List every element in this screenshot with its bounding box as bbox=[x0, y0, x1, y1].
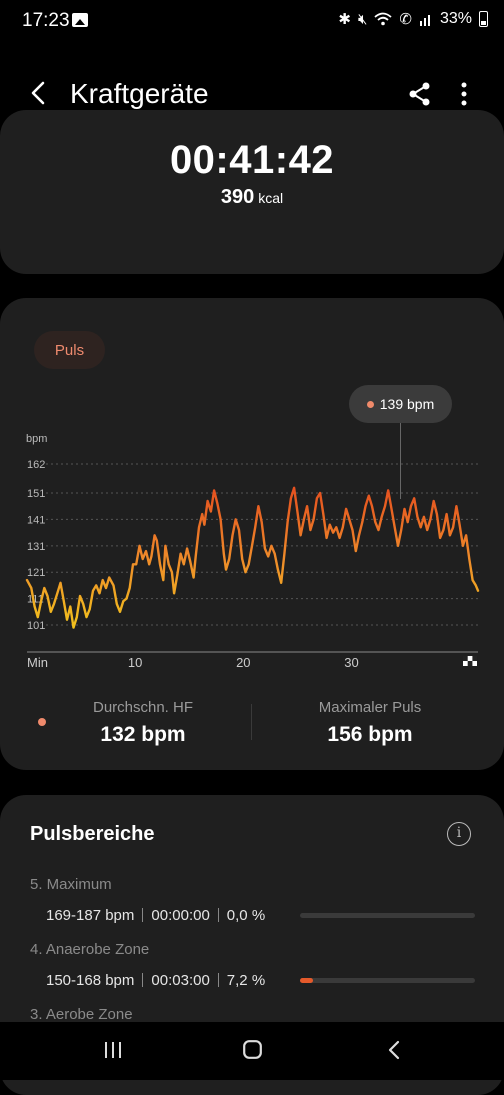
signal-icon bbox=[419, 15, 430, 26]
zone-bar-fill bbox=[300, 978, 313, 983]
y-tick-label: 101 bbox=[27, 620, 45, 632]
navigation-bar bbox=[0, 1022, 504, 1080]
zone-percent: 0,0 % bbox=[226, 906, 266, 924]
zone-row: 169-187 bpm 00:00:00 0,0 % bbox=[46, 905, 265, 925]
x-tick-label: 30 bbox=[344, 655, 358, 670]
zone-bar bbox=[300, 978, 475, 983]
battery-icon bbox=[479, 11, 488, 27]
max-hr-label: Maximaler Puls bbox=[318, 699, 422, 716]
tooltip-line bbox=[400, 423, 401, 499]
back-arrow-icon[interactable] bbox=[24, 78, 54, 108]
zones-title: Pulsbereiche bbox=[30, 823, 155, 845]
zone-range: 169-187 bpm bbox=[46, 906, 135, 924]
image-icon bbox=[72, 13, 88, 27]
calories: 390 kcal bbox=[0, 186, 504, 209]
x-tick-label: 20 bbox=[236, 655, 250, 670]
recents-icon[interactable] bbox=[104, 1041, 122, 1059]
status-bar: 17:23 ✱ 🔇︎ ✆ 33% bbox=[0, 0, 504, 44]
zone-separator bbox=[142, 908, 144, 922]
zone-range: 150-168 bpm bbox=[46, 971, 135, 989]
chart-y-unit: bpm bbox=[26, 433, 48, 445]
y-tick-label: 141 bbox=[27, 514, 45, 526]
info-icon[interactable]: i bbox=[447, 822, 471, 846]
home-icon[interactable] bbox=[243, 1040, 262, 1059]
bluetooth-icon: ✱ bbox=[338, 11, 351, 28]
x-tick-label: Min bbox=[27, 655, 48, 670]
back-icon[interactable] bbox=[386, 1040, 402, 1060]
zone-separator bbox=[217, 973, 219, 987]
heart-rate-line bbox=[25, 486, 480, 629]
more-vert-icon[interactable] bbox=[452, 80, 476, 108]
zone-separator bbox=[142, 973, 144, 987]
calories-value: 390 bbox=[220, 186, 255, 208]
zone-row: 150-168 bpm 00:03:00 7,2 % bbox=[46, 970, 265, 990]
chart-tooltip: 139 bpm bbox=[349, 385, 452, 423]
avg-hr-value: 132 bpm bbox=[100, 723, 186, 746]
y-tick-label: 121 bbox=[27, 567, 45, 579]
zone-name: 4. Anaerobe Zone bbox=[30, 941, 150, 958]
avg-hr-label: Durchschn. HF bbox=[92, 699, 194, 716]
avg-hr-dot bbox=[38, 718, 46, 726]
zone-separator bbox=[217, 908, 219, 922]
heart-rate-card bbox=[0, 298, 504, 770]
flag-check bbox=[463, 656, 468, 661]
tooltip-dot bbox=[366, 400, 374, 408]
flag-check bbox=[472, 656, 478, 661]
zone-name: 3. Aerobe Zone bbox=[30, 1006, 133, 1023]
wifi-icon bbox=[374, 12, 392, 26]
status-time: 17:23 bbox=[22, 10, 70, 31]
share-icon[interactable] bbox=[406, 80, 434, 108]
zone-name: 5. Maximum bbox=[30, 876, 112, 893]
zone-percent: 7,2 % bbox=[226, 971, 266, 989]
heart-rate-chart[interactable]: 162 151 141 131 121 111 101 Min 10 20 30 bbox=[0, 420, 504, 680]
stat-divider bbox=[251, 704, 252, 740]
y-tick-label: 111 bbox=[27, 594, 44, 606]
flag-check bbox=[467, 661, 473, 666]
y-tick-label: 131 bbox=[27, 541, 45, 553]
x-tick-label: 10 bbox=[128, 655, 142, 670]
puls-chip[interactable]: Puls bbox=[34, 331, 105, 369]
calories-unit: kcal bbox=[258, 190, 284, 206]
status-icons: ✱ 🔇︎ ✆ 33% bbox=[338, 10, 488, 28]
tooltip-value: 139 bpm bbox=[379, 396, 435, 412]
y-tick-label: 162 bbox=[27, 459, 45, 471]
zone-duration: 00:03:00 bbox=[151, 971, 210, 989]
workout-duration: 00:41:42 bbox=[169, 138, 335, 182]
summary-card bbox=[0, 110, 504, 274]
zone-bar bbox=[300, 913, 475, 918]
wifi-calling-icon: ✆ bbox=[399, 11, 412, 28]
zone-duration: 00:00:00 bbox=[151, 906, 210, 924]
mute-icon: 🔇︎ bbox=[357, 10, 368, 28]
battery-text: 33% bbox=[439, 10, 472, 27]
max-hr-value: 156 bpm bbox=[327, 723, 413, 746]
app-bar: Kraftgeräte bbox=[0, 60, 504, 130]
page-title: Kraftgeräte bbox=[70, 78, 209, 109]
y-tick-label: 151 bbox=[27, 488, 45, 500]
